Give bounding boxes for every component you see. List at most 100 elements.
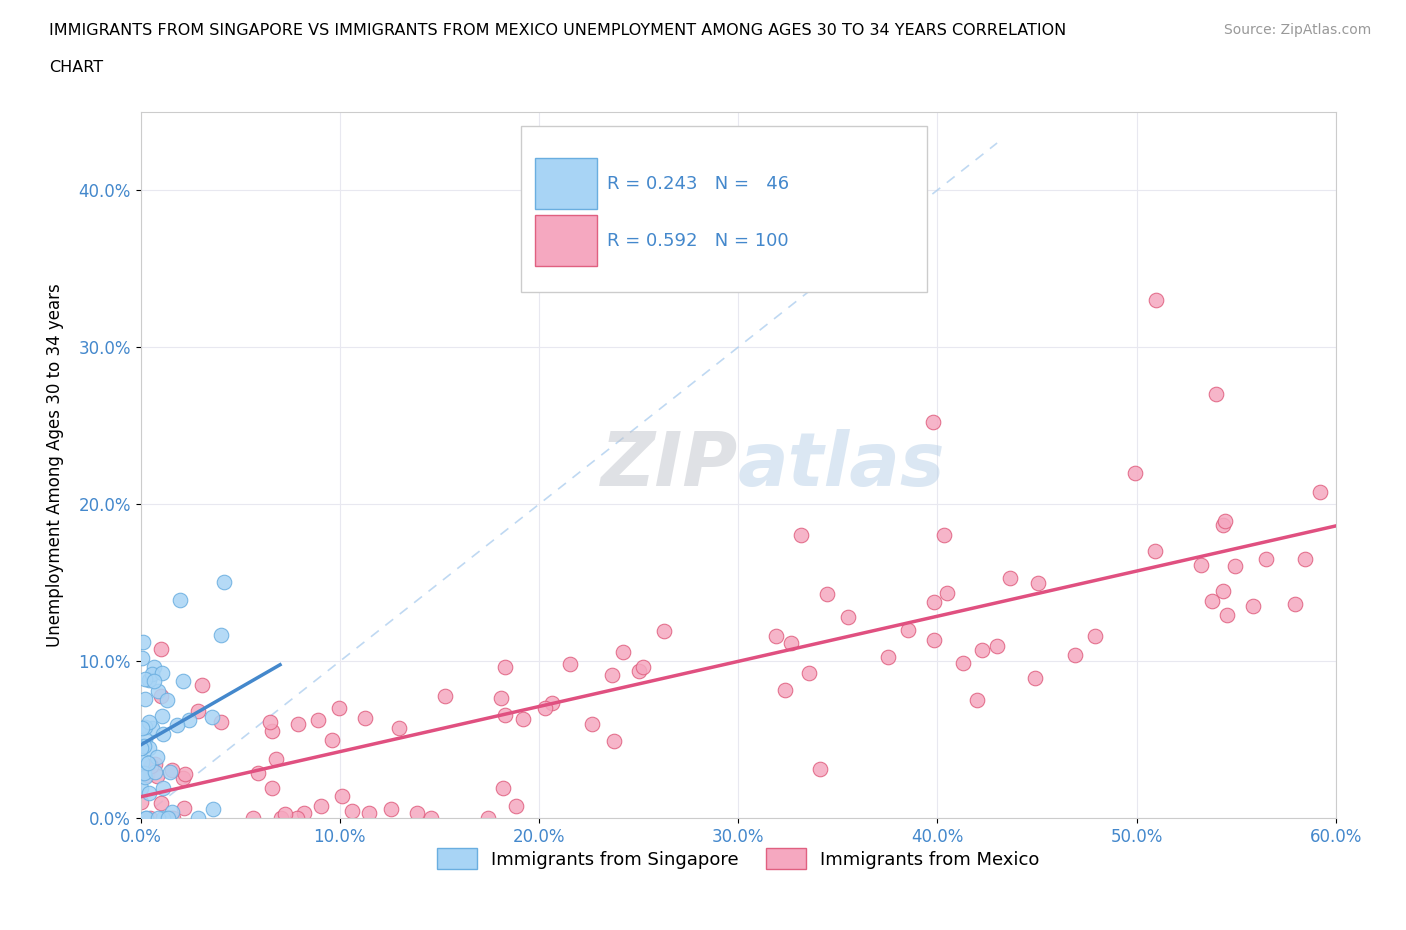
Point — [922, 632, 945, 647]
Point — [876, 649, 898, 664]
Point — [600, 667, 623, 682]
Point — [152, 811, 174, 826]
Point — [1241, 599, 1264, 614]
Point — [169, 592, 191, 607]
Point — [135, 811, 157, 826]
Point — [1146, 293, 1168, 308]
Point — [143, 673, 166, 688]
Point — [489, 690, 512, 705]
Point — [146, 811, 169, 826]
Point — [773, 683, 796, 698]
Point — [292, 805, 315, 820]
Point — [138, 672, 160, 687]
Point — [266, 751, 288, 766]
Point — [141, 720, 163, 735]
Point — [155, 692, 177, 707]
Point — [1026, 576, 1049, 591]
Text: IMMIGRANTS FROM SINGAPORE VS IMMIGRANTS FROM MEXICO UNEMPLOYMENT AMONG AGES 30 T: IMMIGRANTS FROM SINGAPORE VS IMMIGRANTS … — [49, 23, 1067, 38]
Point — [172, 673, 194, 688]
Point — [274, 807, 297, 822]
Text: ZIP: ZIP — [600, 429, 738, 501]
Point — [149, 642, 172, 657]
Point — [209, 714, 232, 729]
Point — [1189, 557, 1212, 572]
Point — [173, 801, 195, 816]
Point — [159, 764, 181, 779]
Point — [494, 659, 516, 674]
Point — [330, 789, 353, 804]
Point — [1000, 571, 1022, 586]
Point — [1024, 671, 1046, 685]
Point — [136, 755, 159, 770]
Point — [1212, 518, 1234, 533]
Point — [187, 703, 209, 718]
Point — [156, 811, 179, 826]
Point — [166, 718, 188, 733]
Point — [357, 805, 380, 820]
Point — [138, 740, 160, 755]
Point — [262, 724, 284, 738]
Point — [285, 811, 308, 826]
Point — [512, 711, 534, 726]
Point — [321, 732, 343, 747]
Point — [1083, 628, 1105, 643]
Point — [131, 740, 153, 755]
Point — [922, 415, 945, 430]
Point — [353, 711, 375, 725]
Point — [143, 659, 166, 674]
Point — [505, 799, 527, 814]
Point — [1213, 514, 1236, 529]
Point — [259, 714, 281, 729]
Point — [1125, 466, 1147, 481]
Text: CHART: CHART — [49, 60, 103, 75]
Point — [340, 804, 363, 818]
Point — [406, 805, 429, 820]
Point — [152, 709, 174, 724]
Point — [631, 660, 654, 675]
Point — [837, 610, 859, 625]
Point — [652, 624, 675, 639]
Point — [603, 734, 626, 749]
Point — [141, 666, 163, 681]
Point — [260, 781, 283, 796]
Point — [534, 700, 557, 715]
Point — [129, 780, 152, 795]
Point — [952, 656, 974, 671]
Text: R = 0.243   N =   46: R = 0.243 N = 46 — [607, 175, 789, 193]
Point — [936, 586, 959, 601]
Point — [287, 716, 309, 731]
Point — [136, 768, 159, 783]
Point — [627, 663, 650, 678]
Y-axis label: Unemployment Among Ages 30 to 34 years: Unemployment Among Ages 30 to 34 years — [46, 283, 65, 647]
Point — [132, 634, 155, 649]
Point — [388, 721, 411, 736]
Point — [131, 754, 153, 769]
Point — [1212, 583, 1234, 598]
Point — [150, 665, 173, 680]
FancyBboxPatch shape — [536, 158, 598, 209]
Point — [152, 780, 174, 795]
Point — [134, 691, 156, 706]
Point — [162, 811, 184, 826]
Point — [209, 628, 232, 643]
Point — [177, 712, 200, 727]
Point — [797, 665, 820, 680]
Point — [242, 811, 264, 826]
Point — [477, 811, 499, 826]
Point — [134, 671, 156, 686]
Point — [897, 622, 920, 637]
Point — [972, 643, 994, 658]
Point — [815, 587, 838, 602]
Point — [201, 710, 224, 724]
Point — [1205, 387, 1227, 402]
Point — [191, 678, 214, 693]
Point — [307, 712, 329, 727]
Point — [138, 715, 160, 730]
Point — [491, 781, 513, 796]
Point — [160, 762, 183, 777]
Point — [270, 811, 292, 826]
FancyBboxPatch shape — [536, 215, 598, 266]
Point — [134, 770, 156, 785]
Point — [160, 811, 183, 826]
Text: R = 0.592   N = 100: R = 0.592 N = 100 — [607, 232, 789, 250]
